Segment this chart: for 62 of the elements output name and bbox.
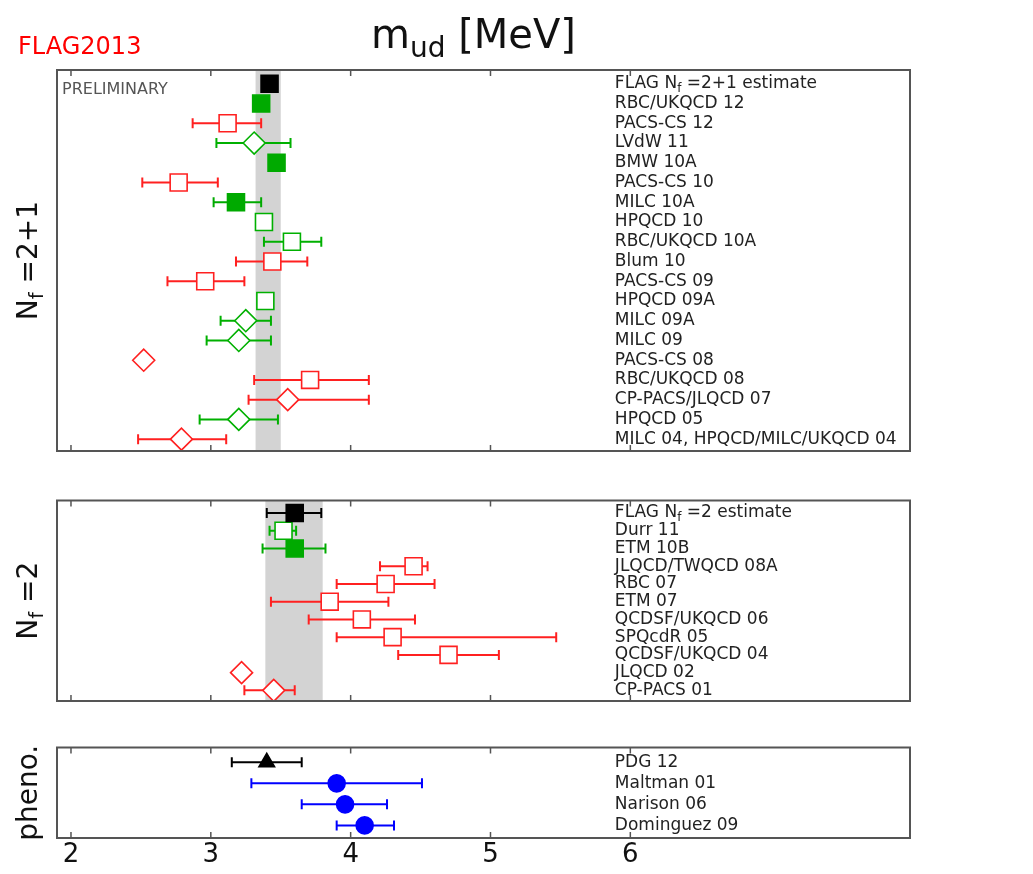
x-tick-label: 4: [342, 838, 359, 869]
point: [285, 539, 305, 558]
y-tick-label: RBC/UKQCD 10A: [614, 230, 757, 251]
y-tick-label: MILC 10A: [614, 190, 695, 211]
point: [275, 387, 300, 412]
point: [195, 271, 215, 291]
point: [285, 503, 305, 523]
point: [335, 795, 355, 814]
y-tick-label: HPQCD 10: [614, 210, 704, 231]
point: [352, 610, 372, 629]
y-tick-label: PACS-CS 08: [614, 348, 714, 369]
y-tick-label: MILC 09: [614, 328, 683, 349]
text: FLAG2013: [18, 32, 142, 61]
point: [226, 328, 251, 353]
y-tick-label: RBC/UKQCD 08: [614, 368, 745, 389]
point: [261, 678, 286, 701]
point: [242, 131, 266, 155]
annotation: PRELIMINARY: [62, 79, 169, 99]
point: [260, 74, 279, 94]
y-tick-label: SPQcdR 05: [614, 625, 709, 646]
x-tick-label: 5: [482, 838, 499, 869]
point: [256, 291, 275, 311]
y-tick-label: Maltman 01: [614, 771, 717, 792]
y-axis-title: Nf =2+1: [11, 200, 49, 321]
y-tick-label: BMW 10A: [614, 151, 698, 172]
y-tick-label: Narison 06: [614, 792, 707, 813]
point: [300, 370, 320, 390]
y-tick-label: MILC 09A: [614, 309, 695, 330]
point: [263, 252, 282, 271]
y-tick-label: MILC 04, HPQCD/MILC/UKQCD 04: [614, 427, 897, 448]
x-tick-label: 6: [622, 838, 639, 869]
point: [267, 153, 286, 173]
point: [355, 816, 374, 835]
y-tick-label: JLQCD 02: [613, 661, 695, 682]
y-tick-label: LVdW 11: [614, 131, 689, 152]
point: [233, 308, 258, 333]
y-tick-label: ETM 10B: [614, 536, 690, 557]
y-tick-label: JLQCD/TWQCD 08A: [613, 554, 778, 575]
y-tick-label: Dominguez 09: [614, 813, 739, 834]
y-tick-label: CP-PACS/JLQCD 07: [614, 388, 772, 409]
y-tick-label: PACS-CS 12: [614, 111, 714, 132]
x-tick-label: 3: [202, 838, 220, 869]
point: [226, 192, 246, 212]
y-tick-label: Blum 10: [614, 249, 686, 270]
y-axis-title: Nf =2: [11, 561, 49, 640]
x-tick-label: 2: [62, 838, 80, 869]
y-tick-label: HPQCD 05: [614, 407, 704, 428]
y-tick-label: RBC/UKQCD 12: [614, 91, 745, 112]
point: [251, 94, 271, 113]
point: [258, 752, 276, 768]
point: [254, 212, 274, 232]
point: [274, 521, 293, 541]
y-tick-label: PACS-CS 10: [614, 170, 714, 191]
point: [169, 427, 194, 451]
y-tick-label: PACS-CS 09: [614, 269, 714, 290]
y-tick-label: QCDSF/UKQCD 04: [614, 643, 769, 664]
y-tick-label: PDG 12: [614, 750, 679, 771]
point: [383, 627, 402, 647]
y-tick-label: HPQCD 09A: [614, 289, 716, 310]
point: [226, 407, 251, 432]
point: [327, 774, 346, 793]
y-axis-title: pheno.: [11, 744, 45, 841]
